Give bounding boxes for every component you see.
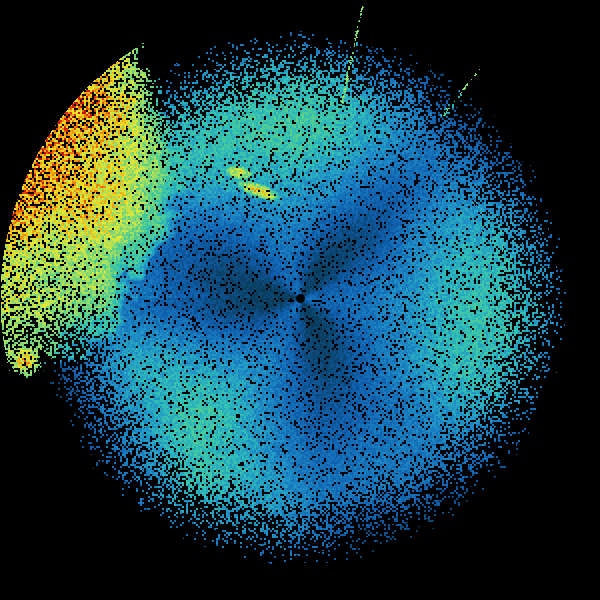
radar-reflectivity-canvas[interactable] [0,0,600,600]
radar-scan-view [0,0,600,600]
